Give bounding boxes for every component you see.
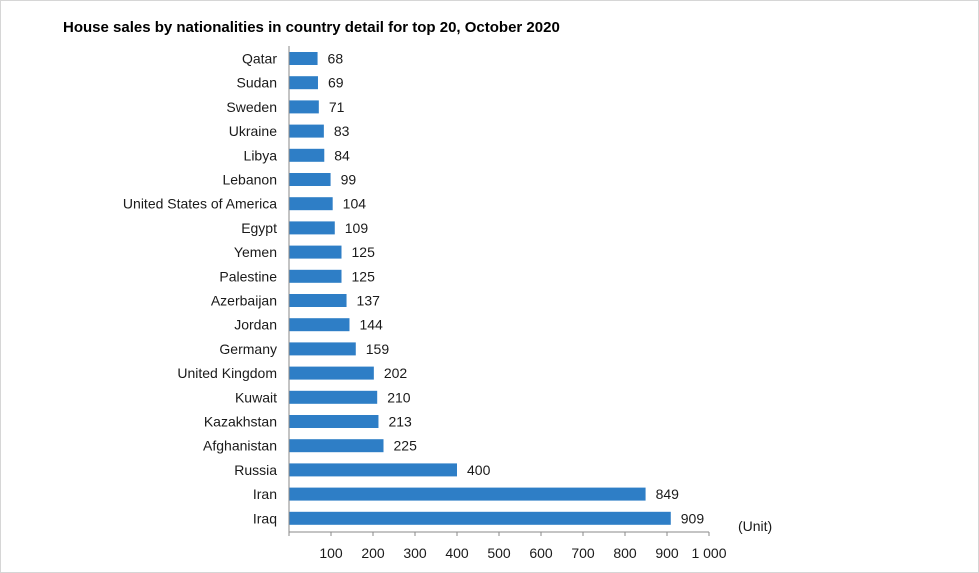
value-label: 71 <box>329 99 345 115</box>
bar <box>289 100 319 114</box>
x-tick-label: 600 <box>529 545 553 561</box>
x-axis: 100 200 300 400 500 600 700 800 900 1 000 <box>288 46 727 561</box>
category-label: Iran <box>253 486 277 502</box>
value-label: 69 <box>328 75 344 91</box>
value-label: 202 <box>384 365 408 381</box>
category-label: Ukraine <box>229 123 277 139</box>
bar <box>289 294 347 307</box>
value-label: 109 <box>345 220 369 236</box>
x-tick-label: 900 <box>655 545 679 561</box>
value-label: 125 <box>352 244 376 260</box>
bar <box>289 76 318 90</box>
value-label: 84 <box>334 147 350 163</box>
value-label: 225 <box>394 438 418 454</box>
bar <box>289 52 318 65</box>
bar <box>289 487 646 501</box>
category-label: Libya <box>244 147 278 163</box>
value-label: 849 <box>656 486 680 502</box>
category-label: United Kingdom <box>177 365 277 381</box>
value-label: 104 <box>343 196 367 212</box>
category-label: Sweden <box>226 99 277 115</box>
value-label: 400 <box>467 462 491 478</box>
category-label: Kazakhstan <box>204 414 277 430</box>
category-label: Russia <box>234 462 277 478</box>
value-label: 137 <box>357 293 381 309</box>
x-tick-label: 800 <box>613 545 637 561</box>
category-label: Iraq <box>253 510 277 526</box>
value-label: 99 <box>341 172 357 188</box>
x-tick-label: 700 <box>571 545 595 561</box>
category-label: United States of America <box>123 196 277 212</box>
bar <box>289 342 356 356</box>
x-tick-label: 300 <box>403 545 427 561</box>
category-label: Palestine <box>219 268 277 284</box>
bar <box>289 390 378 404</box>
bars-layer <box>289 52 671 525</box>
bar <box>289 124 324 138</box>
value-label: 125 <box>352 268 376 284</box>
bar <box>289 439 384 453</box>
value-label: 210 <box>387 389 411 405</box>
value-label: 159 <box>366 341 390 357</box>
bar <box>289 197 333 211</box>
bar <box>289 269 342 283</box>
bar <box>289 366 374 380</box>
category-label: Egypt <box>241 220 277 236</box>
value-label: 68 <box>328 51 344 67</box>
bar <box>289 318 350 332</box>
category-label: Germany <box>219 341 277 357</box>
unit-label: (Unit) <box>738 518 772 534</box>
category-label: Lebanon <box>222 172 277 188</box>
category-label: Qatar <box>242 51 277 67</box>
bar <box>289 245 342 259</box>
category-label: Sudan <box>237 75 277 91</box>
chart-title: House sales by nationalities in country … <box>63 19 560 36</box>
category-labels-layer: Qatar Sudan Sweden Ukraine Libya Lebanon Unite… <box>123 51 277 527</box>
value-label: 213 <box>388 414 412 430</box>
value-label: 909 <box>681 510 705 526</box>
bar <box>289 415 379 428</box>
bar <box>289 173 331 186</box>
bar <box>289 221 335 235</box>
category-label: Azerbaijan <box>211 293 277 309</box>
x-tick-label: 200 <box>361 545 385 561</box>
x-tick-label: 400 <box>445 545 469 561</box>
x-tick-label: 500 <box>487 545 511 561</box>
value-label: 83 <box>334 123 350 139</box>
category-label: Kuwait <box>235 389 277 405</box>
bar <box>289 511 671 525</box>
value-labels-layer: 68 69 71 83 84 99 104 109 125 125 137 144 159 202 210 2… <box>328 51 705 527</box>
x-tick-label: 1 000 <box>691 545 726 561</box>
category-label: Yemen <box>234 244 277 260</box>
bar <box>289 463 457 477</box>
bar <box>289 148 325 162</box>
category-label: Afghanistan <box>203 438 277 454</box>
value-label: 144 <box>359 317 383 333</box>
category-label: Jordan <box>234 317 277 333</box>
x-tick-label: 100 <box>319 545 343 561</box>
